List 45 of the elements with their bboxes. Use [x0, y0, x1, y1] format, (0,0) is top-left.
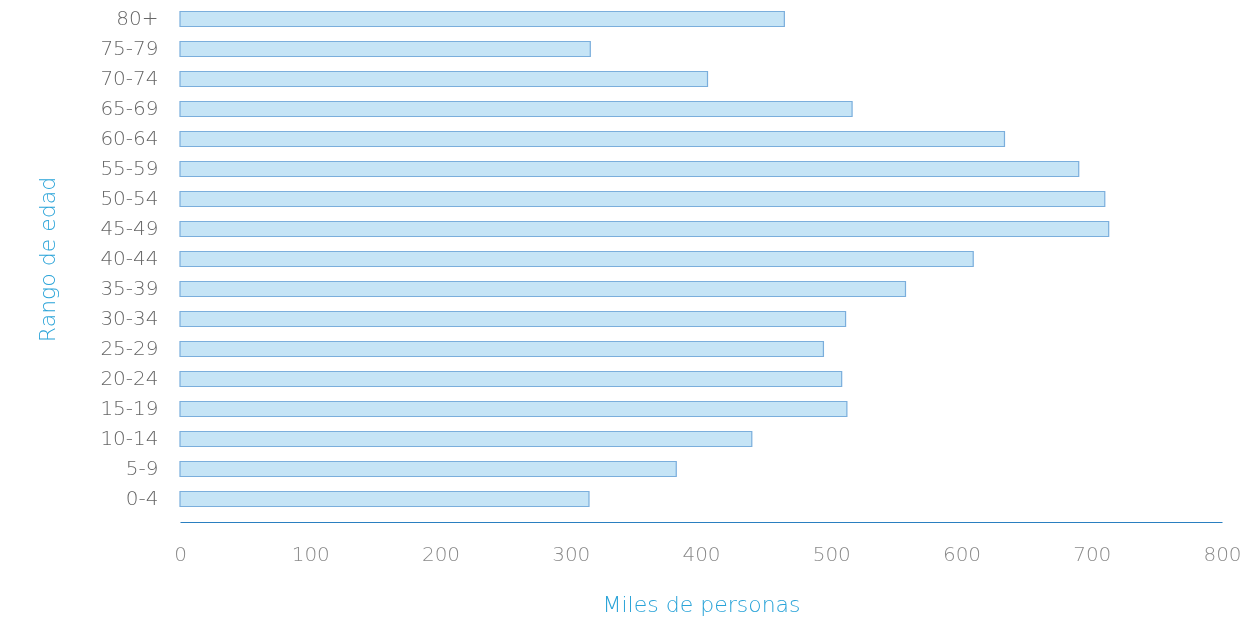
x-axis-title: Miles de personas: [602, 591, 801, 617]
bar: [179, 280, 907, 298]
y-tick-label: 15-19: [100, 396, 159, 420]
y-tick-label: 20-24: [100, 366, 159, 390]
bar: [179, 340, 825, 358]
y-tick-label: 45-49: [100, 216, 159, 240]
x-tick-label: 200: [421, 541, 461, 566]
y-tick-label: 25-29: [100, 336, 159, 360]
x-tick-label: 0: [174, 541, 187, 566]
x-tick-label: 700: [1073, 541, 1112, 566]
y-tick-label: 75-79: [100, 36, 159, 60]
bar: [179, 250, 974, 268]
bar: [179, 430, 753, 448]
bar: [179, 10, 785, 28]
y-tick-label: 10-14: [100, 426, 159, 450]
y-tick-label: 80+: [116, 6, 159, 30]
y-tick-label: 5-9: [125, 456, 159, 480]
bar: [179, 40, 591, 58]
x-tick-label: 800: [1203, 541, 1242, 566]
bar: [179, 130, 1006, 148]
bar: [179, 310, 847, 328]
y-tick-label: 40-44: [100, 246, 159, 270]
y-tick-label: 70-74: [100, 66, 159, 90]
x-tick-label: 600: [942, 541, 982, 566]
y-tick-label: 65-69: [100, 96, 159, 120]
y-tick-label: 55-59: [100, 156, 159, 180]
y-axis-title: Rango de edad: [35, 176, 61, 343]
bar: [179, 490, 590, 508]
bar: [179, 370, 843, 388]
y-tick-label: 60-64: [100, 126, 159, 150]
bar: [179, 160, 1080, 178]
y-tick-label: 35-39: [100, 276, 159, 300]
bar: [179, 100, 853, 118]
bar: [179, 190, 1106, 208]
y-tick-label: 50-54: [100, 186, 159, 210]
x-tick-label: 500: [812, 541, 851, 566]
bar: [179, 220, 1110, 238]
y-tick-label: 0-4: [125, 486, 159, 510]
y-tick-label: 30-34: [100, 306, 159, 330]
x-tick-label: 300: [552, 541, 591, 566]
bar: [179, 460, 677, 478]
x-tick-label: 400: [682, 541, 721, 566]
bar: [179, 400, 848, 418]
bar: [179, 70, 709, 88]
x-tick-label: 100: [291, 541, 330, 566]
